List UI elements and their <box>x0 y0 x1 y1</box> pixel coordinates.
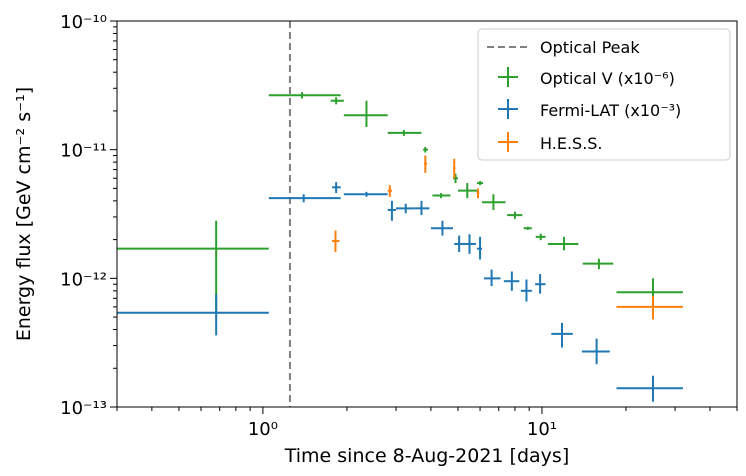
data-point <box>476 236 483 260</box>
data-point <box>616 295 683 320</box>
data-point <box>523 226 532 230</box>
data-point <box>387 130 422 136</box>
data-point <box>616 375 683 402</box>
data-point <box>430 220 454 236</box>
data-point <box>330 97 344 105</box>
legend-hess-swatch <box>498 132 518 152</box>
legend-label-optical-v: Optical V (x10⁻⁶) <box>540 69 675 88</box>
series-optical-v-x10 <box>117 92 683 314</box>
y-tick-label: 10⁻¹⁰ <box>60 12 107 33</box>
y-axis-label: Energy flux [GeV cm⁻² s⁻¹] <box>13 87 35 341</box>
legend-fermi-lat-swatch <box>498 99 518 119</box>
data-point <box>476 188 480 199</box>
legend: Optical Peak Optical V (x10⁻⁶) Fermi-LAT… <box>477 28 731 161</box>
data-point <box>535 274 546 294</box>
x-tick-label: 10⁰ <box>248 419 278 440</box>
data-point <box>343 191 388 197</box>
data-point <box>343 100 388 128</box>
data-point <box>454 235 466 253</box>
data-point <box>432 193 451 199</box>
legend-label-optical-peak: Optical Peak <box>540 38 640 57</box>
data-point <box>581 338 610 365</box>
data-point <box>535 233 546 241</box>
data-series-group <box>117 92 683 402</box>
data-point <box>503 271 520 291</box>
data-point <box>332 230 340 253</box>
data-point <box>482 194 506 210</box>
y-tick-label: 10⁻¹³ <box>60 398 107 419</box>
data-point <box>268 92 341 99</box>
data-point <box>484 269 501 287</box>
data-point <box>465 234 476 254</box>
y-tick-label: 10⁻¹¹ <box>60 141 107 162</box>
plot-frame <box>116 20 738 408</box>
axis-ticks-group: 10⁰ 10¹ 10⁻¹³ 10⁻¹² 10⁻¹¹ 10⁻¹⁰ <box>60 12 738 440</box>
data-point <box>396 203 415 214</box>
legend-label-hess: H.E.S.S. <box>540 134 603 153</box>
data-point <box>332 182 341 194</box>
legend-optical-v-swatch <box>498 67 518 87</box>
legend-box <box>477 28 731 161</box>
x-tick-label: 10¹ <box>527 419 557 440</box>
data-point <box>453 158 456 179</box>
y-tick-label: 10⁻¹² <box>60 269 107 290</box>
data-point <box>547 236 579 251</box>
data-point <box>520 279 532 302</box>
data-point <box>582 258 614 270</box>
data-point <box>551 322 573 348</box>
series-fermi-lat-x10 <box>117 182 683 402</box>
data-point <box>507 211 523 219</box>
data-point <box>387 200 397 221</box>
data-point <box>414 200 430 216</box>
data-point <box>424 155 428 173</box>
data-point <box>457 183 479 199</box>
data-point <box>476 181 484 186</box>
data-point <box>387 185 392 197</box>
data-point <box>117 294 269 336</box>
legend-label-fermi-lat: Fermi-LAT (x10⁻³) <box>540 101 681 120</box>
series-h-e-s-s <box>332 155 683 320</box>
data-point <box>268 194 341 203</box>
data-point <box>423 146 428 153</box>
x-axis-label: Time since 8-Aug-2021 [days] <box>284 445 569 467</box>
